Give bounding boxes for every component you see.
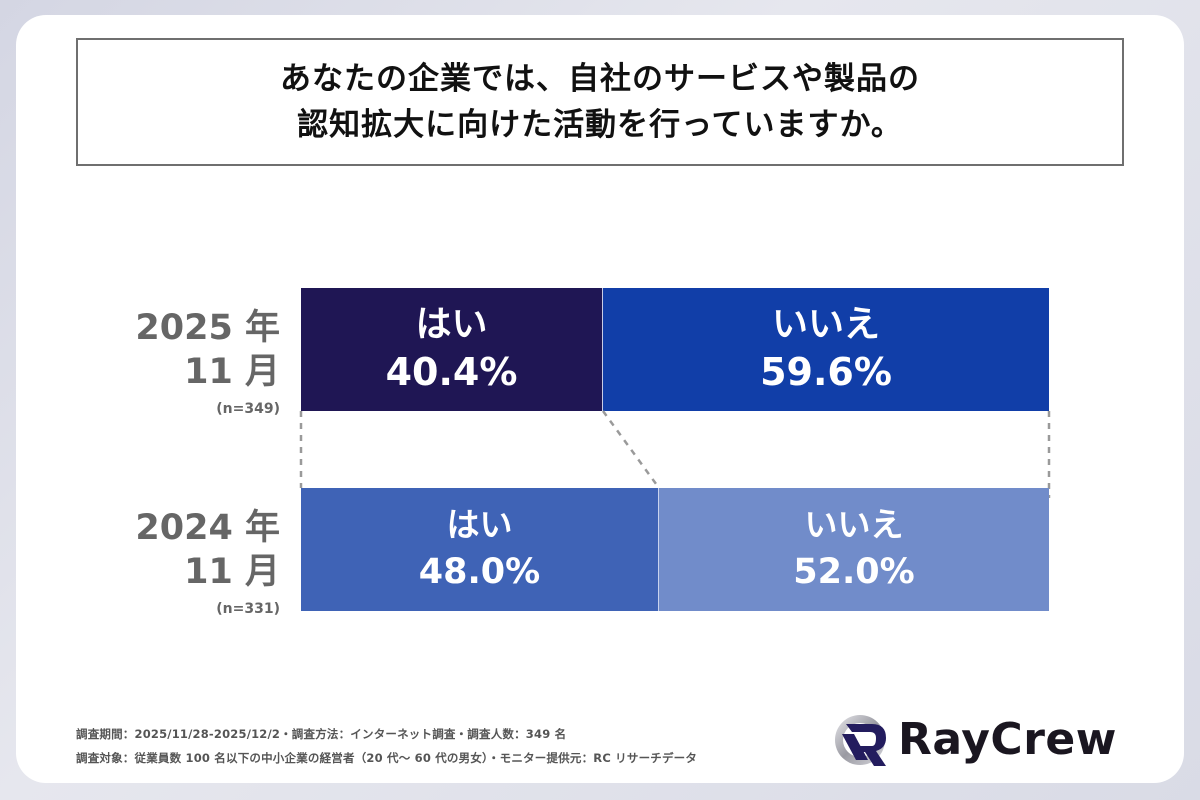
segment-yes-2025: はい 40.4%: [301, 288, 603, 411]
segment-no-2024: いいえ 52.0%: [659, 488, 1049, 611]
year-label: 2024 年: [135, 508, 280, 548]
row-label-2025: 2025 年 11 月 (n=349): [135, 306, 280, 418]
title-line-2: 認知拡大に向けた活動を行っていますか。: [297, 107, 903, 143]
sample-size-label: (n=331): [216, 601, 280, 617]
footnote-survey-period: 調査期間：2025/11/28-2025/12/2・調査方法：インターネット調査…: [76, 727, 567, 741]
question-title-box: あなたの企業では、自社のサービスや製品の 認知拡大に向けた活動を行っていますか。: [76, 38, 1124, 166]
raycrew-logo: RayCrew: [832, 710, 1117, 768]
segment-label: はい: [415, 303, 488, 345]
footnote-survey-target: 調査対象：従業員数 100 名以下の中小企業の経営者（20 代～ 60 代の男女…: [76, 751, 698, 765]
bar-2024: はい 48.0% いいえ 52.0%: [301, 488, 1049, 611]
segment-value: 52.0%: [793, 551, 915, 592]
segment-no-2025: いいえ 59.6%: [603, 288, 1049, 411]
month-label: 11 月: [184, 552, 280, 592]
year-label: 2025 年: [135, 308, 280, 348]
segment-label: いいえ: [804, 504, 904, 544]
raycrew-r-logo-icon: [835, 715, 886, 766]
sample-size-label: (n=349): [216, 401, 280, 417]
segment-label: はい: [446, 504, 513, 544]
segment-value: 48.0%: [418, 551, 541, 592]
bar-2025: はい 40.4% いいえ 59.6%: [301, 288, 1049, 411]
logo-text: RayCrew: [898, 713, 1117, 765]
month-label: 11 月: [184, 352, 280, 392]
segment-value: 40.4%: [385, 349, 518, 394]
row-label-2024: 2024 年 11 月 (n=331): [135, 506, 280, 618]
segment-value: 59.6%: [760, 349, 892, 394]
title-line-1: あなたの企業では、自社のサービスや製品の: [280, 61, 920, 97]
segment-yes-2024: はい 48.0%: [301, 488, 659, 611]
segment-label: いいえ: [771, 303, 880, 345]
